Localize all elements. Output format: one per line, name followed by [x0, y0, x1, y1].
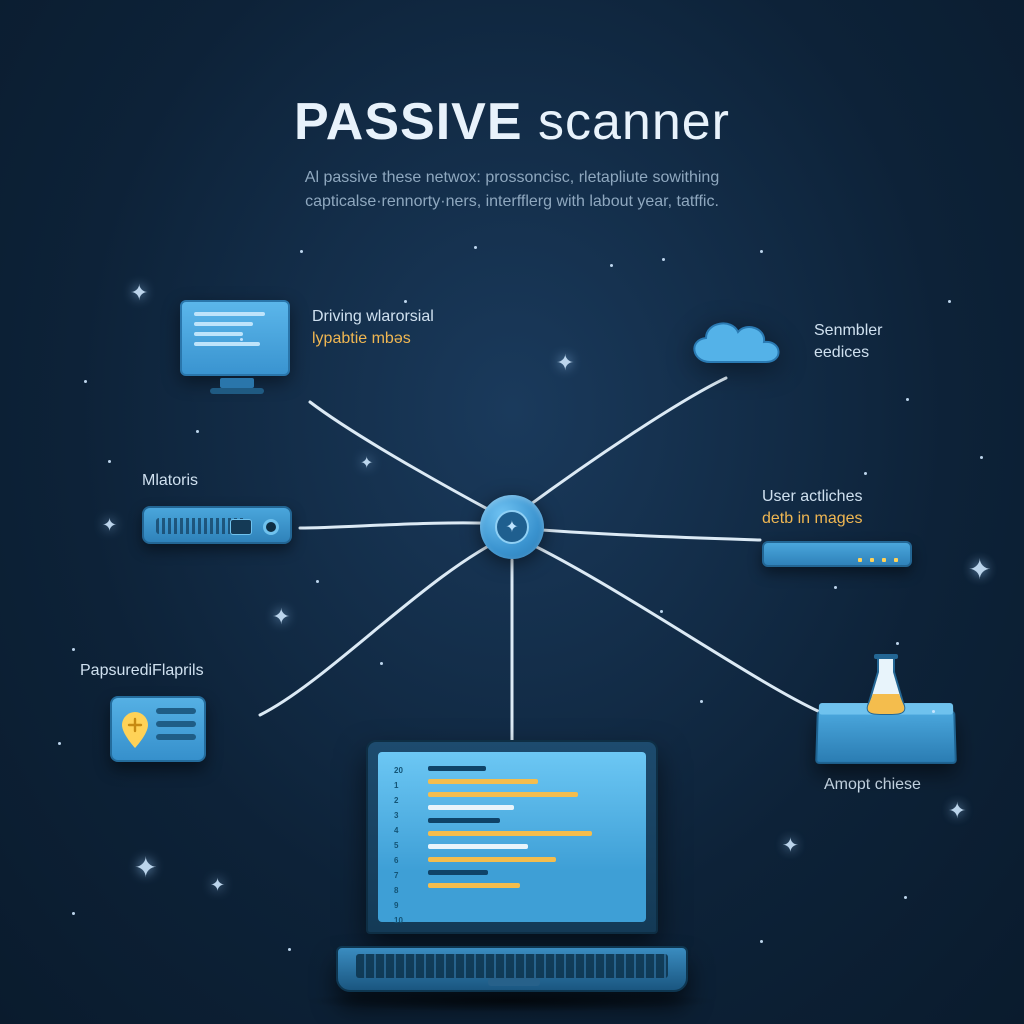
star-dot: [380, 662, 383, 665]
subtitle-line2: capticalse·rennorty·ners, interfflerg wi…: [305, 193, 719, 210]
beaker-icon: [864, 654, 908, 716]
monitor-caption: Driving wlarorsial lypabtie mbəs: [312, 306, 434, 349]
title-light: scanner: [523, 93, 730, 151]
sparkle-icon: ✦: [134, 854, 157, 882]
star-dot: [84, 380, 87, 383]
beaker-label: Amopt chiese: [824, 776, 921, 793]
node-router-left: Mlatoris: [142, 470, 292, 544]
code-line: [428, 883, 520, 888]
title-block: PASSIVE scanner Al passive these netwox:…: [0, 92, 1024, 214]
line-number: 9: [394, 901, 428, 910]
node-router-right: User actliches detb in mages: [762, 486, 912, 567]
router-right-caption: User actliches detb in mages: [762, 486, 912, 529]
line-number: 8: [394, 886, 428, 895]
node-cloud: Senmbler eedices: [680, 310, 882, 374]
router-right-label2: detb in mages: [762, 510, 863, 527]
star-dot: [760, 250, 763, 253]
star-dot: [948, 300, 951, 303]
code-line: [428, 857, 556, 862]
line-number: 20: [394, 766, 428, 775]
node-monitor: Driving wlarorsial lypabtie mbəs: [180, 300, 434, 376]
hub-node: ✦: [480, 495, 544, 559]
cloud-caption: Senmbler eedices: [814, 320, 882, 363]
code-line: [428, 779, 538, 784]
star-dot: [300, 250, 303, 253]
router-left-label: Mlatoris: [142, 472, 198, 489]
star-dot: [662, 258, 665, 261]
star-dot: [834, 586, 837, 589]
subtitle: Al passive these netwox: prossoncisc, rl…: [0, 166, 1024, 214]
sparkle-icon: ✦: [130, 282, 148, 304]
cloud-label2: eedices: [814, 344, 869, 361]
laptop-screen: 20 1 2 3 4 5 6 7 8 9 10: [378, 752, 646, 922]
code-line: [428, 870, 488, 875]
subtitle-line1: Al passive these netwox: prossoncisc, rl…: [305, 169, 719, 186]
star-dot: [58, 742, 61, 745]
laptop-icon: 20 1 2 3 4 5 6 7 8 9 10: [336, 740, 688, 1000]
router-right-label1: User actliches: [762, 488, 862, 505]
monitor-label1: Driving wlarorsial: [312, 308, 434, 325]
line-number: 2: [394, 796, 428, 805]
line-number: 10: [394, 916, 428, 925]
monitor-label2: lypabtie mbəs: [312, 330, 411, 347]
star-dot: [896, 642, 899, 645]
node-beaker: Amopt chiese: [816, 654, 956, 796]
star-dot: [864, 472, 867, 475]
card-label: PapsuredіFlaprils: [80, 662, 204, 679]
star-dot: [660, 610, 663, 613]
line-number: 7: [394, 871, 428, 880]
sparkle-icon: ✦: [360, 456, 373, 472]
laptop-shadow: [300, 990, 720, 1012]
star-dot: [904, 896, 907, 899]
pin-icon: [122, 712, 148, 748]
router-left-caption: Mlatoris: [142, 470, 292, 492]
star-dot: [72, 912, 75, 915]
line-number: 1: [394, 781, 428, 790]
code-line: [428, 766, 486, 771]
line-number: 5: [394, 841, 428, 850]
sparkle-icon: ✦: [272, 606, 290, 628]
beaker-box-icon: [816, 654, 956, 764]
beaker-caption: Amopt chiese: [824, 774, 956, 796]
sparkle-icon: ✦: [948, 800, 966, 822]
card-caption: PapsuredіFlaprils: [80, 660, 206, 682]
star-dot: [474, 246, 477, 249]
star-dot: [72, 648, 75, 651]
line-number: 6: [394, 856, 428, 865]
star-dot: [610, 264, 613, 267]
sparkle-icon: ✦: [556, 352, 574, 374]
code-line: [428, 818, 500, 823]
star-dot: [288, 948, 291, 951]
star-dot: [196, 430, 199, 433]
star-dot: [316, 580, 319, 583]
cloud-label1: Senmbler: [814, 322, 882, 339]
star-dot: [906, 398, 909, 401]
sparkle-icon: ✦: [782, 836, 799, 856]
page-title: PASSIVE scanner: [0, 92, 1024, 152]
router-icon: [142, 506, 292, 544]
star-dot: [108, 460, 111, 463]
monitor-icon: [180, 300, 290, 376]
title-bold: PASSIVE: [294, 93, 523, 151]
code-block: [428, 766, 630, 908]
sparkle-icon: ✦: [210, 876, 225, 894]
router2-icon: [762, 541, 912, 567]
cloud-icon: [680, 310, 790, 374]
sparkle-icon: ✦: [102, 516, 117, 534]
code-line: [428, 805, 514, 810]
laptop-base: [336, 946, 688, 992]
code-line: [428, 844, 528, 849]
code-line: [428, 792, 578, 797]
line-number: 4: [394, 826, 428, 835]
code-gutter: 2012345678910: [394, 766, 428, 908]
infographic-canvas: PASSIVE scanner Al passive these netwox:…: [0, 0, 1024, 1024]
id-card-icon: [110, 696, 206, 762]
node-card: PapsuredіFlaprils: [76, 660, 206, 762]
star-dot: [700, 700, 703, 703]
star-dot: [760, 940, 763, 943]
code-line: [428, 831, 592, 836]
sparkle-icon: ✦: [968, 556, 991, 584]
line-number: 3: [394, 811, 428, 820]
star-dot: [980, 456, 983, 459]
